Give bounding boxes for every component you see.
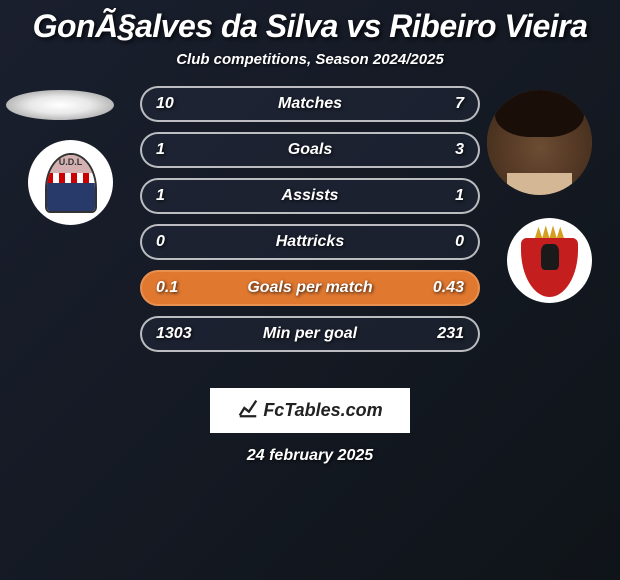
stat-left-value: 1 — [156, 187, 198, 205]
page-title: GonÃ§alves da Silva vs Ribeiro Vieira — [0, 8, 620, 45]
player-jersey — [507, 173, 572, 195]
stats-area: 10 Matches 7 1 Goals 3 1 Assists 1 0 Hat… — [0, 90, 620, 380]
stat-right-value: 231 — [422, 325, 464, 343]
stat-label: Min per goal — [198, 325, 422, 343]
stat-row-hattricks: 0 Hattricks 0 — [140, 224, 480, 260]
player-face — [487, 90, 592, 195]
stat-left-value: 10 — [156, 95, 198, 113]
crown-icon — [535, 224, 564, 238]
stat-label: Hattricks — [198, 233, 422, 251]
stat-left-value: 0.1 — [156, 279, 198, 297]
stat-left-value: 0 — [156, 233, 198, 251]
stat-label: Goals — [198, 141, 422, 159]
subtitle: Club competitions, Season 2024/2025 — [0, 51, 620, 68]
branding-banner[interactable]: FcTables.com — [210, 388, 410, 433]
stat-right-value: 7 — [422, 95, 464, 113]
comparison-card: GonÃ§alves da Silva vs Ribeiro Vieira Cl… — [0, 0, 620, 465]
date-text: 24 february 2025 — [0, 447, 620, 465]
player-photo-left — [6, 90, 114, 120]
chart-icon — [237, 397, 259, 425]
stat-label: Goals per match — [198, 279, 422, 297]
branding-text: FcTables.com — [263, 400, 382, 421]
stat-rows: 10 Matches 7 1 Goals 3 1 Assists 1 0 Hat… — [140, 86, 480, 362]
club-logo-left — [28, 140, 113, 225]
shield-icon — [45, 153, 97, 213]
stat-row-matches: 10 Matches 7 — [140, 86, 480, 122]
stat-right-value: 3 — [422, 141, 464, 159]
stat-left-value: 1303 — [156, 325, 198, 343]
player-hair — [495, 90, 584, 137]
stat-label: Matches — [198, 95, 422, 113]
stat-label: Assists — [198, 187, 422, 205]
player-photo-right — [487, 90, 592, 195]
shield-bottom — [47, 183, 95, 211]
stat-right-value: 1 — [422, 187, 464, 205]
stat-row-min-per-goal: 1303 Min per goal 231 — [140, 316, 480, 352]
stat-row-goals-per-match: 0.1 Goals per match 0.43 — [140, 270, 480, 306]
club-logo-right — [507, 218, 592, 303]
stat-row-goals: 1 Goals 3 — [140, 132, 480, 168]
stat-right-value: 0 — [422, 233, 464, 251]
stat-right-value: 0.43 — [422, 279, 464, 297]
shield-icon — [521, 238, 578, 297]
stat-row-assists: 1 Assists 1 — [140, 178, 480, 214]
stat-left-value: 1 — [156, 141, 198, 159]
